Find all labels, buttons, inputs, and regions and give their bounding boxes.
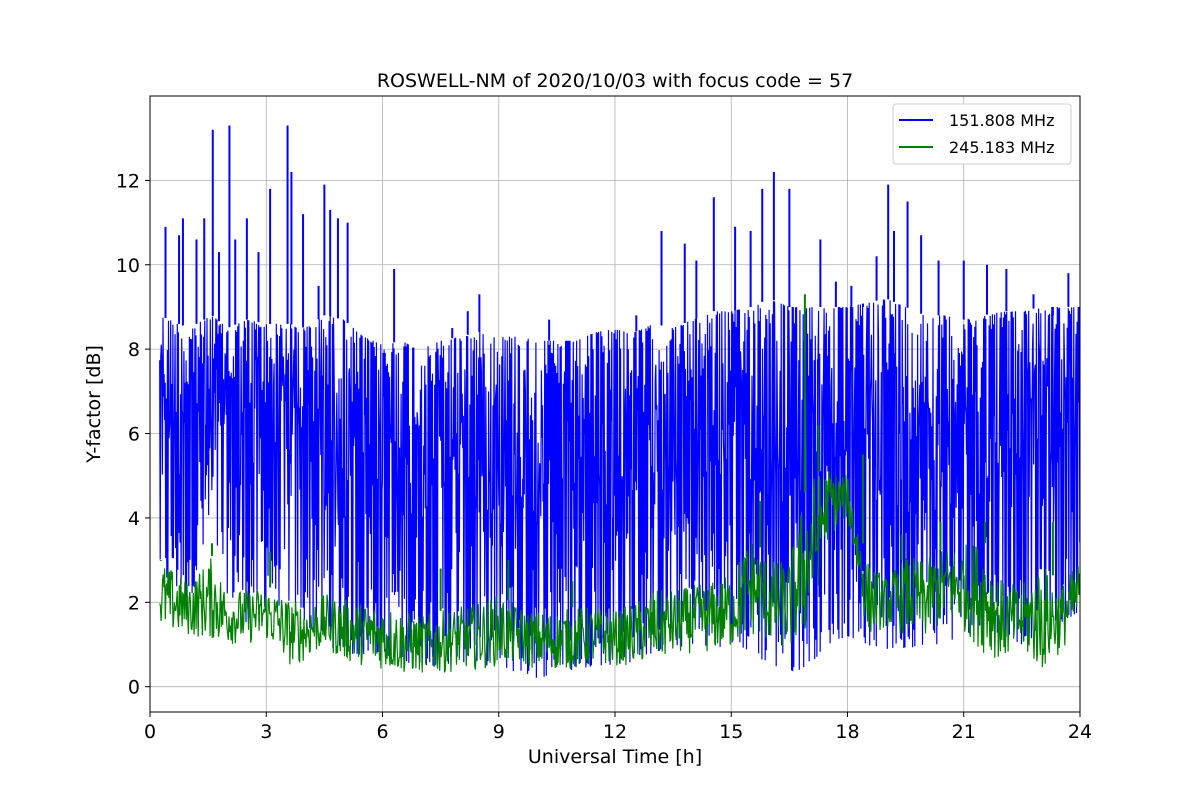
legend: 151.808 MHz 245.183 MHz: [892, 103, 1072, 165]
legend-label-245-183-mhz: 245.183 MHz: [949, 138, 1054, 157]
chart-title: ROSWELL-NM of 2020/10/03 with focus code…: [377, 70, 853, 92]
series-line-151-808-mhz: [159, 299, 1080, 678]
x-tick-label: 15: [719, 721, 743, 743]
y-tick-label: 10: [116, 255, 140, 277]
y-tick-label: 6: [128, 424, 140, 446]
y-tick-label: 4: [128, 508, 140, 530]
x-tick-label: 18: [835, 721, 859, 743]
series-line-245-183-mhz: [159, 471, 1080, 673]
y-tick-label: 0: [128, 677, 140, 699]
y-tick-label: 8: [128, 339, 140, 361]
x-tick-label: 12: [603, 721, 627, 743]
series-245-183-mhz: [159, 294, 1080, 673]
x-tick-label: 0: [144, 721, 156, 743]
y-tick-label: 2: [128, 592, 140, 614]
y-axis-label: Y-factor [dB]: [83, 345, 105, 464]
series-layer: [159, 125, 1080, 678]
x-tick-label: 9: [493, 721, 505, 743]
x-tick-label: 24: [1068, 721, 1092, 743]
x-tick-label: 21: [952, 721, 976, 743]
legend-label-151-808-mhz: 151.808 MHz: [949, 111, 1054, 130]
legend-box: [892, 103, 1072, 165]
x-tick-label: 3: [260, 721, 272, 743]
x-tick-label: 6: [376, 721, 388, 743]
x-axis-label: Universal Time [h]: [528, 746, 702, 768]
series-151-808-mhz: [159, 125, 1080, 678]
y-tick-label: 12: [116, 170, 140, 192]
